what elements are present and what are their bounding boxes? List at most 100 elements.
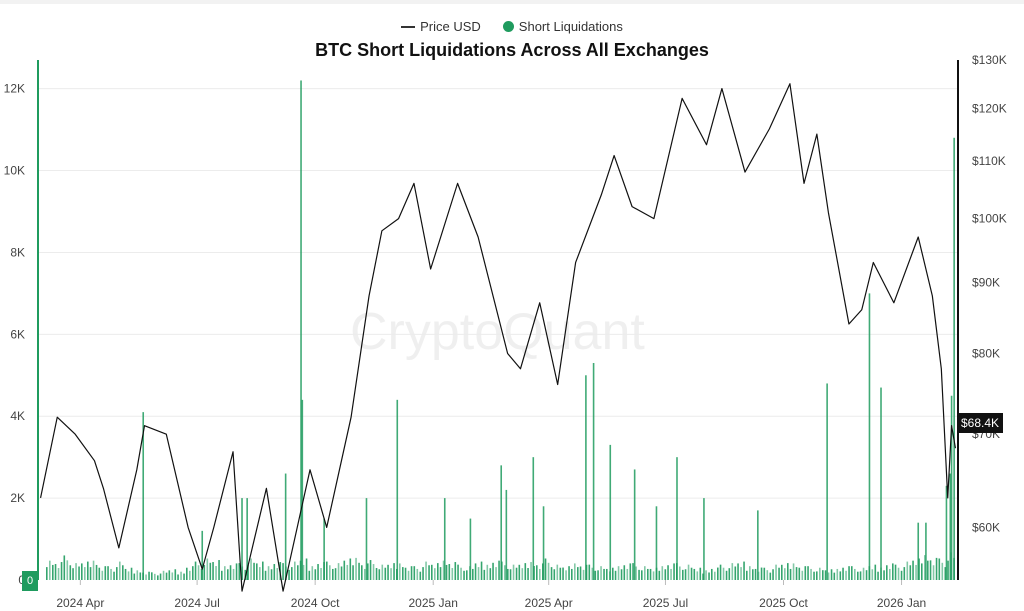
liquidation-bar (218, 560, 220, 580)
liquidation-bar (329, 565, 331, 580)
liquidation-spike-bar (945, 485, 948, 580)
liquidation-bar (410, 566, 413, 580)
liquidation-bar (594, 570, 597, 580)
liquidation-bar (159, 573, 162, 580)
liquidation-bar (116, 567, 118, 580)
liquidation-bar (740, 567, 742, 580)
liquidation-bar (483, 569, 486, 580)
liquidation-bar (247, 564, 249, 580)
liquidation-bar (463, 570, 465, 580)
liquidation-bar (792, 563, 795, 580)
liquidation-bar (139, 572, 142, 580)
liquidation-bar (682, 569, 684, 580)
liquidation-bar (189, 570, 191, 580)
liquidation-bar (702, 573, 704, 580)
top-border (0, 0, 1024, 4)
liquidation-bar (574, 563, 576, 580)
liquidation-bar (737, 563, 739, 580)
liquidation-bar (439, 567, 442, 580)
liquidation-bar (183, 573, 185, 580)
left-tick-label: 4K (10, 409, 25, 423)
liquidation-bar (402, 567, 404, 580)
liquidation-bar (725, 570, 728, 580)
liquidation-bar (746, 570, 748, 580)
liquidation-bar (927, 560, 929, 580)
liquidation-bar (407, 570, 410, 580)
liquidation-bar (305, 558, 308, 580)
liquidation-bar (238, 563, 241, 580)
liquidation-bar (119, 561, 121, 580)
liquidation-bar (903, 567, 906, 580)
liquidation-bar (504, 565, 506, 580)
liquidation-bar (620, 569, 623, 580)
liquidation-spike-bar (323, 518, 325, 580)
liquidation-bar (623, 565, 626, 580)
liquidation-bar (72, 568, 74, 580)
liquidation-bar (413, 566, 416, 580)
liquidation-bar (509, 569, 512, 580)
liquidation-bar (900, 570, 903, 580)
liquidation-bar (641, 570, 643, 580)
liquidation-bar (553, 569, 556, 580)
liquidation-bar (547, 562, 550, 580)
liquidation-bar (364, 568, 366, 580)
liquidation-bar (679, 566, 681, 580)
liquidation-bar (127, 571, 130, 580)
right-tick-label: $120K (972, 101, 1007, 115)
liquidation-bar (165, 572, 168, 580)
liquidation-spike-bar (500, 465, 503, 580)
liquidation-bar (171, 572, 174, 580)
liquidation-bar (378, 569, 381, 580)
liquidation-bar (54, 564, 57, 580)
liquidation-bar (221, 570, 223, 580)
liquidation-bar (728, 568, 731, 580)
liquidation-bar (489, 568, 492, 580)
liquidation-bar (133, 573, 136, 580)
liquidation-bar (206, 558, 209, 580)
liquidation-spike-bar (655, 506, 658, 580)
liquidation-bar (352, 565, 354, 580)
liquidation-bar (579, 566, 582, 580)
liquidation-bar (372, 564, 375, 580)
liquidation-bar (92, 560, 95, 580)
liquidation-bar (929, 560, 932, 580)
liquidation-bar (690, 567, 693, 580)
liquidation-bar (262, 561, 264, 580)
liquidation-bar (95, 564, 98, 580)
liquidation-bar (46, 567, 48, 580)
liquidation-bar (63, 555, 66, 580)
liquidation-bar (857, 571, 859, 580)
legend-price-label[interactable]: Price USD (420, 19, 481, 35)
liquidation-bar (264, 570, 267, 580)
liquidation-bar (390, 568, 392, 580)
liquidation-bar (536, 565, 538, 580)
liquidation-bar (381, 564, 384, 580)
liquidation-spike-bar (953, 137, 955, 580)
x-tick-label: 2024 Jul (174, 596, 219, 610)
liquidation-bar (717, 567, 719, 580)
liquidation-bar (314, 569, 317, 580)
liquidation-bar (472, 568, 474, 580)
liquidation-bar (591, 567, 594, 580)
liquidation-bar (924, 555, 926, 580)
liquidation-bar (524, 563, 527, 580)
liquidation-bar (154, 573, 156, 580)
liquidation-bar (839, 571, 842, 580)
liquidation-bar (842, 567, 844, 580)
liquidation-bar (886, 565, 888, 580)
liquidation-spike-bar (241, 498, 243, 580)
liquidation-bar (854, 568, 856, 580)
liquidation-bar (387, 564, 389, 580)
x-tick-label: 2026 Jan (877, 596, 926, 610)
left-tick-label: 2K (10, 491, 25, 505)
legend-liquidations-label[interactable]: Short Liquidations (518, 19, 623, 35)
liquidation-bar (122, 565, 124, 580)
liquidation-bar (568, 566, 570, 580)
liquidation-bar (606, 568, 608, 580)
liquidation-bar (766, 570, 769, 580)
liquidation-spike-bar (633, 469, 636, 580)
liquidation-bar (871, 569, 874, 580)
liquidation-bar (355, 557, 357, 580)
liquidation-bar (466, 570, 468, 580)
